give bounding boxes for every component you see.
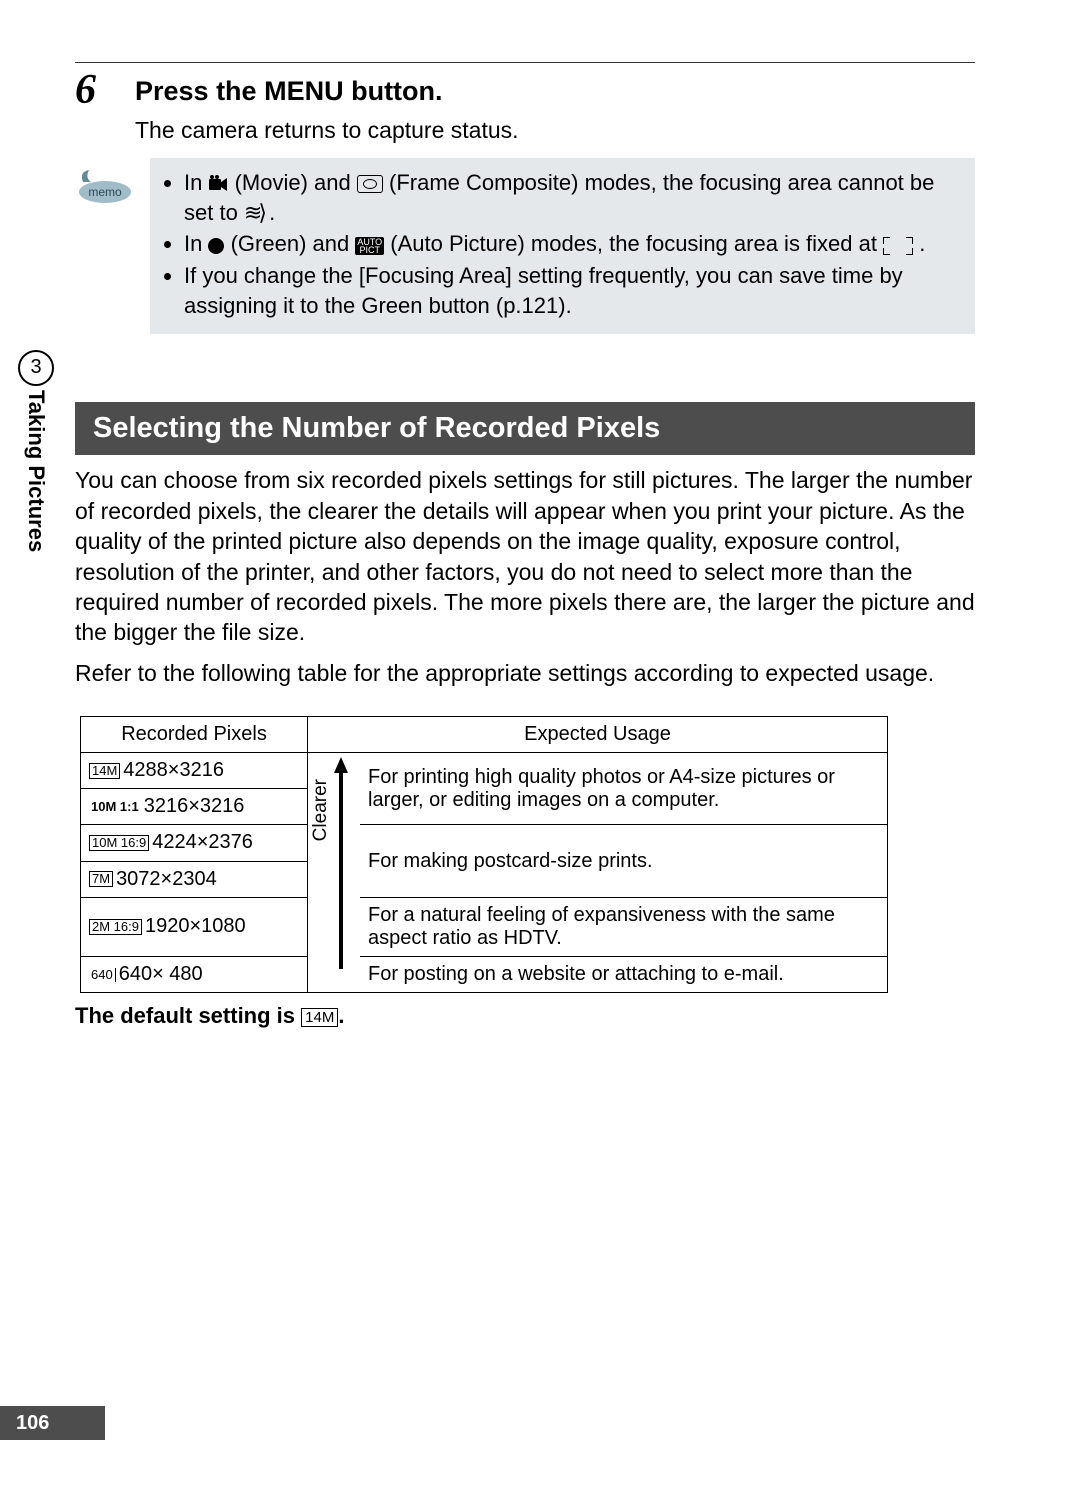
memo-item: If you change the [Focusing Area] settin… bbox=[184, 261, 959, 320]
table-row: 10M 16:94224×2376 bbox=[81, 825, 308, 861]
auto-picture-icon: AUTOPICT bbox=[355, 237, 384, 255]
usage-cell: For printing high quality photos or A4-s… bbox=[360, 752, 888, 824]
table-row: 10M 1:13216×3216 bbox=[81, 789, 308, 825]
memo-label: memo bbox=[88, 185, 122, 199]
table-row: 14M4288×3216 bbox=[81, 752, 308, 788]
step-title: Press the MENU button. bbox=[135, 75, 443, 107]
usage-cell: For making postcard-size prints. bbox=[360, 825, 888, 897]
memo-icon: memo bbox=[75, 158, 150, 211]
table-row: 2M 16:91920×1080 bbox=[81, 897, 308, 956]
top-rule bbox=[75, 62, 975, 63]
table-header-left: Recorded Pixels bbox=[81, 716, 308, 752]
table-header-right: Expected Usage bbox=[308, 716, 888, 752]
step-number: 6 bbox=[75, 69, 135, 111]
chapter-title-vertical: Taking Pictures bbox=[23, 390, 49, 552]
clearer-label: Clearer bbox=[310, 779, 332, 841]
clearer-arrow-cell: Clearer bbox=[308, 752, 361, 992]
table-row: 7M3072×2304 bbox=[81, 861, 308, 897]
memo-item: In (Movie) and (Frame Composite) modes, … bbox=[184, 168, 959, 227]
section-paragraph: You can choose from six recorded pixels … bbox=[75, 465, 975, 647]
green-mode-icon bbox=[208, 238, 224, 254]
frame-composite-icon bbox=[357, 175, 383, 193]
default-setting-line: The default setting is 14M. bbox=[75, 1003, 975, 1029]
section-paragraph: Refer to the following table for the app… bbox=[75, 658, 975, 688]
focus-brackets-icon bbox=[883, 237, 913, 255]
page-content: 6 Press the MENU button. The camera retu… bbox=[75, 0, 975, 1029]
usage-cell: For posting on a website or attaching to… bbox=[360, 956, 888, 992]
chapter-number-badge: 3 bbox=[18, 350, 54, 386]
page-number: 106 bbox=[0, 1406, 105, 1440]
movie-icon bbox=[208, 175, 228, 193]
section-heading: Selecting the Number of Recorded Pixels bbox=[75, 402, 975, 455]
step-body: The camera returns to capture status. bbox=[135, 117, 975, 144]
recorded-pixels-table: Recorded Pixels Expected Usage 14M4288×3… bbox=[80, 716, 888, 993]
memo-block: memo In (Movie) and (Frame Composite) mo… bbox=[75, 158, 975, 334]
usage-cell: For a natural feeling of expansiveness w… bbox=[360, 897, 888, 956]
default-badge: 14M bbox=[301, 1008, 338, 1027]
up-arrow-icon bbox=[334, 757, 348, 969]
tracking-af-icon: ≋⟩ bbox=[244, 200, 263, 225]
step-heading: 6 Press the MENU button. bbox=[75, 69, 975, 111]
table-row: 640640× 480 bbox=[81, 956, 308, 992]
memo-item: In (Green) and AUTOPICT (Auto Picture) m… bbox=[184, 229, 959, 259]
memo-content: In (Movie) and (Frame Composite) modes, … bbox=[150, 158, 975, 334]
